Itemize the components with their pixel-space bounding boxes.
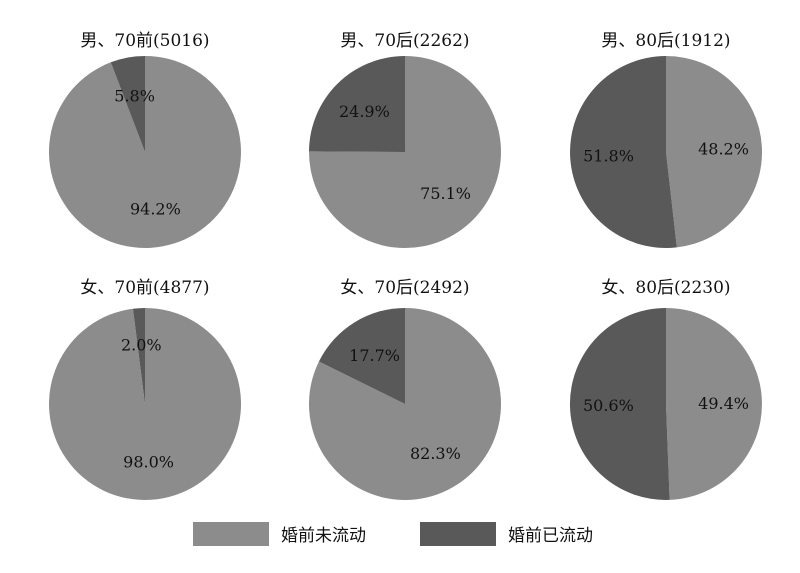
pie-slice-moved bbox=[110, 55, 145, 152]
pie-slice-moved bbox=[569, 307, 670, 500]
legend-label: 婚前未流动 bbox=[281, 526, 366, 546]
pie-slice-moved bbox=[132, 308, 145, 404]
pie-title: 男、70后(2262) bbox=[340, 31, 469, 51]
pie-title: 男、80后(1912) bbox=[601, 31, 730, 51]
pie-panel: 女、70后(2492) 82.3% 17.7% bbox=[308, 278, 501, 500]
pie-slice-not-moved bbox=[666, 308, 762, 500]
pie-panel: 女、80后(2230) 49.4% 50.6% bbox=[569, 278, 762, 500]
pie-title: 女、80后(2230) bbox=[601, 278, 730, 298]
slice-label-not-moved: 98.0% bbox=[123, 453, 174, 472]
pie-title: 男、70前(5016) bbox=[80, 31, 209, 51]
pie-slice-moved bbox=[309, 55, 405, 153]
slice-label-moved: 50.6% bbox=[583, 396, 634, 415]
pie-slice-not-moved bbox=[666, 56, 763, 248]
legend-label: 婚前已流动 bbox=[508, 526, 593, 546]
slice-label-not-moved: 94.2% bbox=[130, 200, 181, 219]
pie-title: 女、70后(2492) bbox=[340, 278, 469, 298]
pie-panel: 男、70后(2262) 75.1% 24.9% bbox=[308, 31, 501, 248]
legend-swatch bbox=[420, 522, 496, 546]
pie-slice-not-moved bbox=[308, 308, 501, 500]
slice-label-not-moved: 48.2% bbox=[698, 140, 749, 159]
legend: 婚前未流动 婚前已流动 bbox=[193, 522, 593, 546]
pie-slice-not-moved bbox=[49, 308, 242, 501]
pie-slice-not-moved bbox=[308, 56, 501, 248]
slice-label-moved: 24.9% bbox=[339, 102, 390, 121]
slice-label-moved: 51.8% bbox=[583, 146, 634, 165]
legend-swatch bbox=[193, 522, 269, 546]
pie-title: 女、70前(4877) bbox=[80, 278, 209, 298]
slice-label-moved: 5.8% bbox=[114, 86, 155, 105]
pie-slice-moved bbox=[570, 56, 677, 249]
pie-slice-moved bbox=[318, 308, 405, 404]
pie-panel: 男、70前(5016) 94.2% 5.8% bbox=[48, 31, 241, 249]
pie-panel: 男、80后(1912) 48.2% 51.8% bbox=[570, 31, 763, 249]
slice-label-not-moved: 49.4% bbox=[698, 394, 749, 413]
pie-panel: 女、70前(4877) 98.0% 2.0% bbox=[49, 278, 242, 501]
slice-label-moved: 2.0% bbox=[121, 336, 162, 355]
slice-label-not-moved: 82.3% bbox=[410, 444, 461, 463]
pie-slice-not-moved bbox=[48, 56, 241, 249]
slice-label-not-moved: 75.1% bbox=[420, 184, 471, 203]
slice-label-moved: 17.7% bbox=[349, 346, 400, 365]
